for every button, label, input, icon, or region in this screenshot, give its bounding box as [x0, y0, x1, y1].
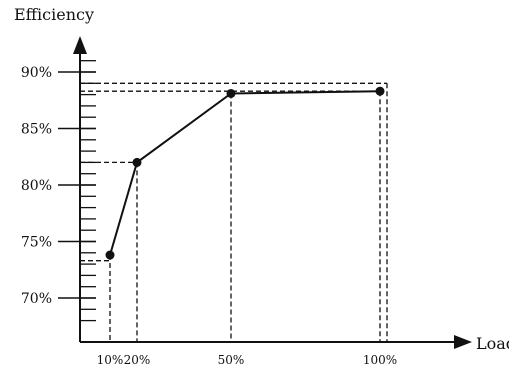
y-tick-label: 85% [21, 122, 52, 138]
series-line [109, 90, 381, 256]
x-axis-arrow-icon [454, 335, 472, 349]
data-point [226, 88, 236, 98]
y-axis-ticks: 70% 75% 80% 85% 90% [21, 60, 96, 322]
axes [73, 36, 472, 349]
y-tick-label: 70% [21, 291, 52, 307]
x-tick-label: 50% [218, 353, 245, 367]
y-tick-label: 75% [21, 235, 52, 251]
y-axis-title: Efficiency [14, 5, 94, 24]
x-axis-title: Load [476, 334, 509, 353]
data-point [132, 157, 142, 167]
x-tick-label: 10% [97, 353, 124, 367]
data-points [105, 86, 385, 260]
x-tick-label: 100% [363, 353, 397, 367]
guide-lines [80, 82, 388, 342]
y-tick-label: 80% [21, 178, 52, 194]
data-point [105, 250, 115, 260]
x-tick-label: 20% [124, 353, 151, 367]
y-axis-arrow-icon [73, 36, 87, 54]
data-point [375, 86, 385, 96]
x-axis-ticks: 10% 20% 50% 100% [97, 353, 397, 367]
y-tick-label: 90% [21, 65, 52, 81]
